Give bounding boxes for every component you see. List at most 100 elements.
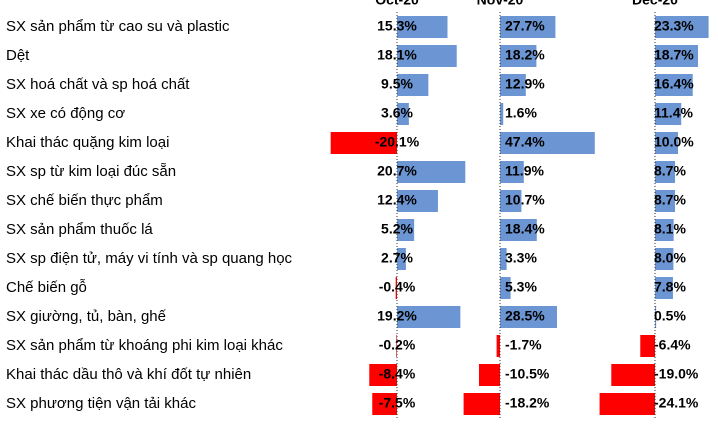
row-label: SX chế biến thực phẩm (6, 192, 163, 209)
bar (397, 103, 409, 125)
value-label: 5.2% (381, 221, 413, 237)
bar (397, 190, 438, 212)
bar (395, 277, 397, 299)
value-label: -19.0% (654, 366, 699, 382)
value-label: 18.7% (654, 47, 694, 63)
row-label: SX xe có động cơ (6, 105, 125, 122)
value-label: 11.9% (505, 163, 544, 179)
bar (369, 364, 397, 386)
value-label: 8.7% (654, 192, 686, 208)
value-label: 10.7% (505, 192, 545, 208)
value-label: 18.2% (505, 47, 545, 63)
value-label: 8.7% (654, 163, 686, 179)
value-label: 1.6% (505, 105, 537, 121)
bar (655, 74, 693, 96)
bar (640, 335, 655, 357)
bar (655, 306, 657, 328)
bar (500, 219, 537, 241)
bar (500, 103, 504, 125)
row-label: Khai thác dầu thô và khí đốt tự nhiên (6, 366, 251, 383)
value-label: -0.2% (379, 337, 416, 353)
value-label: 9.5% (381, 76, 413, 92)
row-label: SX hoá chất và sp hoá chất (6, 76, 190, 93)
row-label: SX sp từ kim loại đúc sẵn (6, 163, 176, 180)
bar (655, 190, 676, 212)
bar (611, 364, 655, 386)
bar (500, 74, 526, 96)
value-label: 12.9% (505, 76, 545, 92)
value-label: 16.4% (654, 76, 694, 92)
bar (655, 16, 709, 38)
bar (655, 132, 678, 154)
column-header: Nov-20 (477, 0, 524, 8)
value-label: 8.0% (654, 250, 686, 266)
bar (397, 16, 448, 38)
value-label: 20.7% (377, 163, 417, 179)
value-label: -20.1% (375, 134, 420, 150)
value-label: 18.4% (505, 221, 545, 237)
value-label: -18.2% (505, 395, 550, 411)
bar (655, 248, 674, 270)
value-label: 23.3% (654, 18, 694, 34)
value-label: -10.5% (505, 366, 550, 382)
bar (397, 248, 406, 270)
row-label: Dệt (6, 47, 30, 64)
value-label: 3.3% (505, 250, 537, 266)
bar (500, 190, 522, 212)
bar (500, 277, 511, 299)
bar (397, 161, 466, 183)
row-label: SX sp điện tử, máy vi tính và sp quang h… (6, 250, 293, 267)
bar (372, 393, 397, 415)
value-label: 8.1% (654, 221, 686, 237)
value-label: -6.4% (654, 337, 691, 353)
bar (397, 74, 429, 96)
bar (500, 16, 556, 38)
value-label: 28.5% (505, 308, 545, 324)
bar (397, 45, 457, 67)
value-label: 11.4% (654, 105, 693, 121)
bar (463, 393, 500, 415)
value-label: -24.1% (654, 395, 699, 411)
row-label: SX sản phẩm từ khoáng phi kim loại khác (6, 337, 283, 354)
value-label: -1.7% (505, 337, 542, 353)
value-label: 19.2% (377, 308, 417, 324)
bar (479, 364, 500, 386)
bar (655, 277, 673, 299)
value-label: -8.4% (379, 366, 416, 382)
bar (500, 132, 595, 154)
bar (655, 161, 676, 183)
bar (655, 103, 682, 125)
bar (500, 45, 537, 67)
row-label: SX sản phẩm thuốc lá (6, 221, 153, 238)
value-label: -0.4% (379, 279, 416, 295)
value-label: 47.4% (505, 134, 545, 150)
value-label: 7.8% (654, 279, 686, 295)
bar (655, 45, 699, 67)
column-header: Oct-20 (375, 0, 419, 8)
bar (500, 306, 557, 328)
value-label: 27.7% (505, 18, 545, 34)
value-label: 10.0% (654, 134, 694, 150)
row-label: SX phương tiện vận tải khác (6, 395, 196, 412)
row-label: SX sản phẩm từ cao su và plastic (6, 18, 230, 35)
value-label: 18.1% (377, 47, 417, 63)
bar (500, 161, 524, 183)
bar (500, 248, 507, 270)
bar (397, 219, 415, 241)
bar (397, 306, 461, 328)
value-label: -7.5% (379, 395, 416, 411)
bar (655, 219, 674, 241)
value-label: 2.7% (381, 250, 413, 266)
value-label: 15.3% (377, 18, 417, 34)
row-label: SX giường, tủ, bàn, ghế (6, 308, 167, 325)
row-label: Chế biến gỗ (6, 279, 87, 296)
column-header: Dec-20 (632, 0, 678, 8)
value-label: 3.6% (381, 105, 413, 121)
bar (599, 393, 655, 415)
bar (330, 132, 397, 154)
value-label: 0.5% (654, 308, 686, 324)
value-label: 5.3% (505, 279, 537, 295)
bar (496, 335, 500, 357)
